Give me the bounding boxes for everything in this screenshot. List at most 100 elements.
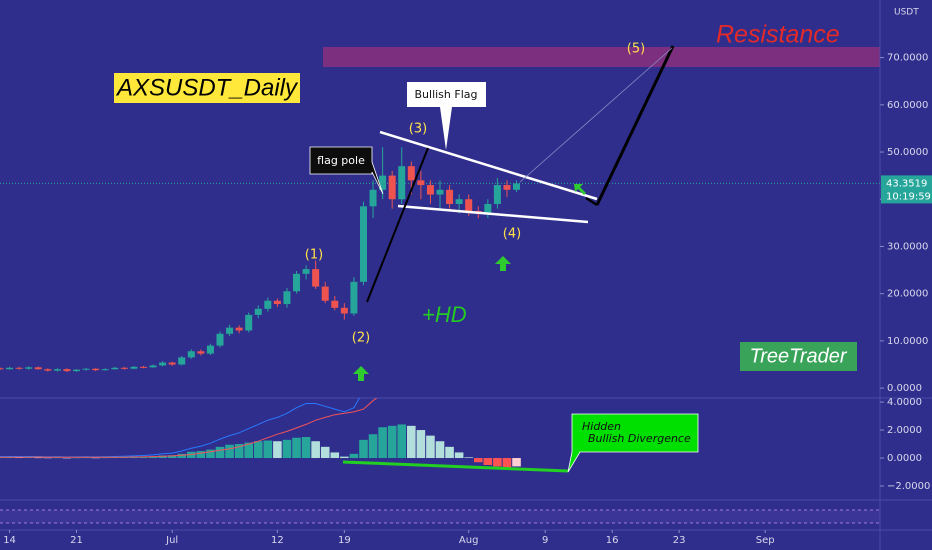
histogram-bar [473, 458, 483, 463]
candle-body [340, 307, 348, 314]
candle-body [25, 367, 33, 369]
candle-body [178, 357, 186, 365]
candle-body [6, 367, 14, 370]
countdown-label: 10:19:59 [886, 191, 931, 202]
histogram-bar [464, 457, 473, 459]
candle-body [398, 166, 406, 200]
candle-body [139, 366, 147, 368]
candle-body [379, 175, 387, 190]
up-arrow [353, 366, 369, 381]
histogram-bar [72, 457, 81, 459]
histogram-bar [340, 456, 349, 459]
macd-line [0, 398, 378, 458]
histogram-bar [148, 456, 158, 459]
histogram-bar [483, 458, 493, 466]
candle-body [0, 368, 4, 370]
candle-body [302, 269, 310, 274]
candle-body [63, 369, 71, 372]
symbol-box [114, 73, 300, 103]
candle-body [283, 291, 291, 305]
x-tick-label: Aug [459, 535, 479, 546]
candle-body [235, 327, 243, 331]
y-tick-label: 10.0000 [887, 336, 928, 347]
histogram-bar [81, 457, 91, 459]
candle-body [417, 180, 425, 186]
histogram-bar [493, 458, 502, 467]
candle-body [159, 362, 167, 366]
small-arrow [574, 184, 586, 195]
histogram-bar [416, 430, 426, 459]
candle-body [321, 286, 329, 301]
y-tick-label: 0.0000 [887, 383, 922, 394]
candle-body [331, 300, 339, 308]
wave-label: (2) [352, 331, 370, 346]
histogram-bar [234, 444, 244, 459]
histogram-bar [502, 458, 512, 468]
histogram-bar [91, 457, 100, 459]
candle-body [254, 308, 262, 315]
y-tick-label: 4.0000 [887, 397, 922, 408]
histogram-bar [387, 425, 397, 459]
candle-body [245, 314, 253, 331]
histogram-bar [100, 457, 110, 459]
candle-body [426, 185, 434, 195]
author-label: TreeTrader [749, 345, 847, 367]
histogram-bar [359, 439, 368, 459]
callout-text: Bullish Flag [415, 88, 478, 101]
y-tick-label: 20.0000 [887, 289, 928, 300]
up-arrow [495, 256, 511, 271]
y-tick-label: 30.0000 [887, 241, 928, 252]
hd-label: +HD [422, 302, 467, 327]
histogram-bar [311, 441, 320, 459]
wave-line [595, 45, 675, 206]
resistance-zone [323, 47, 880, 67]
candle-body [226, 327, 234, 334]
histogram-bar [43, 457, 53, 459]
callout [309, 146, 384, 195]
histogram-bar [263, 440, 273, 459]
resistance-label: Resistance [716, 21, 840, 49]
symbol-label: AXSUSDT_Daily [115, 74, 299, 101]
wave-line [585, 196, 598, 207]
flag-lower-line [397, 204, 589, 224]
histogram-bar [53, 457, 62, 459]
candle-body [149, 365, 157, 368]
candle-body [503, 185, 511, 190]
x-tick-label: 16 [606, 535, 619, 546]
histogram-bar [368, 434, 378, 459]
last-price-box [881, 175, 932, 204]
flag-upper-line [379, 130, 598, 201]
histogram-bar [407, 425, 416, 459]
candle-body [513, 183, 521, 190]
wave-label: (3) [409, 122, 427, 137]
histogram-bar [33, 457, 43, 459]
x-tick-label: 9 [542, 535, 548, 546]
histogram-bar [244, 442, 253, 459]
histogram-bar [273, 441, 282, 459]
candle-body [273, 300, 281, 305]
candle-body [101, 369, 109, 371]
histogram-bar [282, 439, 292, 459]
marks [0, 147, 880, 468]
wave-label: (4) [503, 227, 521, 242]
candle-body [350, 281, 358, 314]
histogram-bar [225, 444, 234, 459]
candle-body [44, 369, 52, 371]
candle-body [206, 345, 214, 354]
candle-body [15, 367, 23, 369]
histogram-bar [445, 446, 454, 459]
histogram-bar [215, 446, 225, 459]
candle-body [369, 189, 377, 207]
macd-pane [0, 398, 521, 468]
callout [567, 413, 699, 473]
candle-body [34, 367, 42, 370]
price-pane [0, 147, 880, 373]
y-tick-label: 0.0000 [887, 453, 922, 464]
candle-body [455, 199, 463, 204]
x-tick-label: 21 [70, 535, 83, 546]
histogram-bar [62, 457, 72, 459]
candle-body [264, 300, 272, 309]
x-tick-label: 19 [338, 535, 351, 546]
